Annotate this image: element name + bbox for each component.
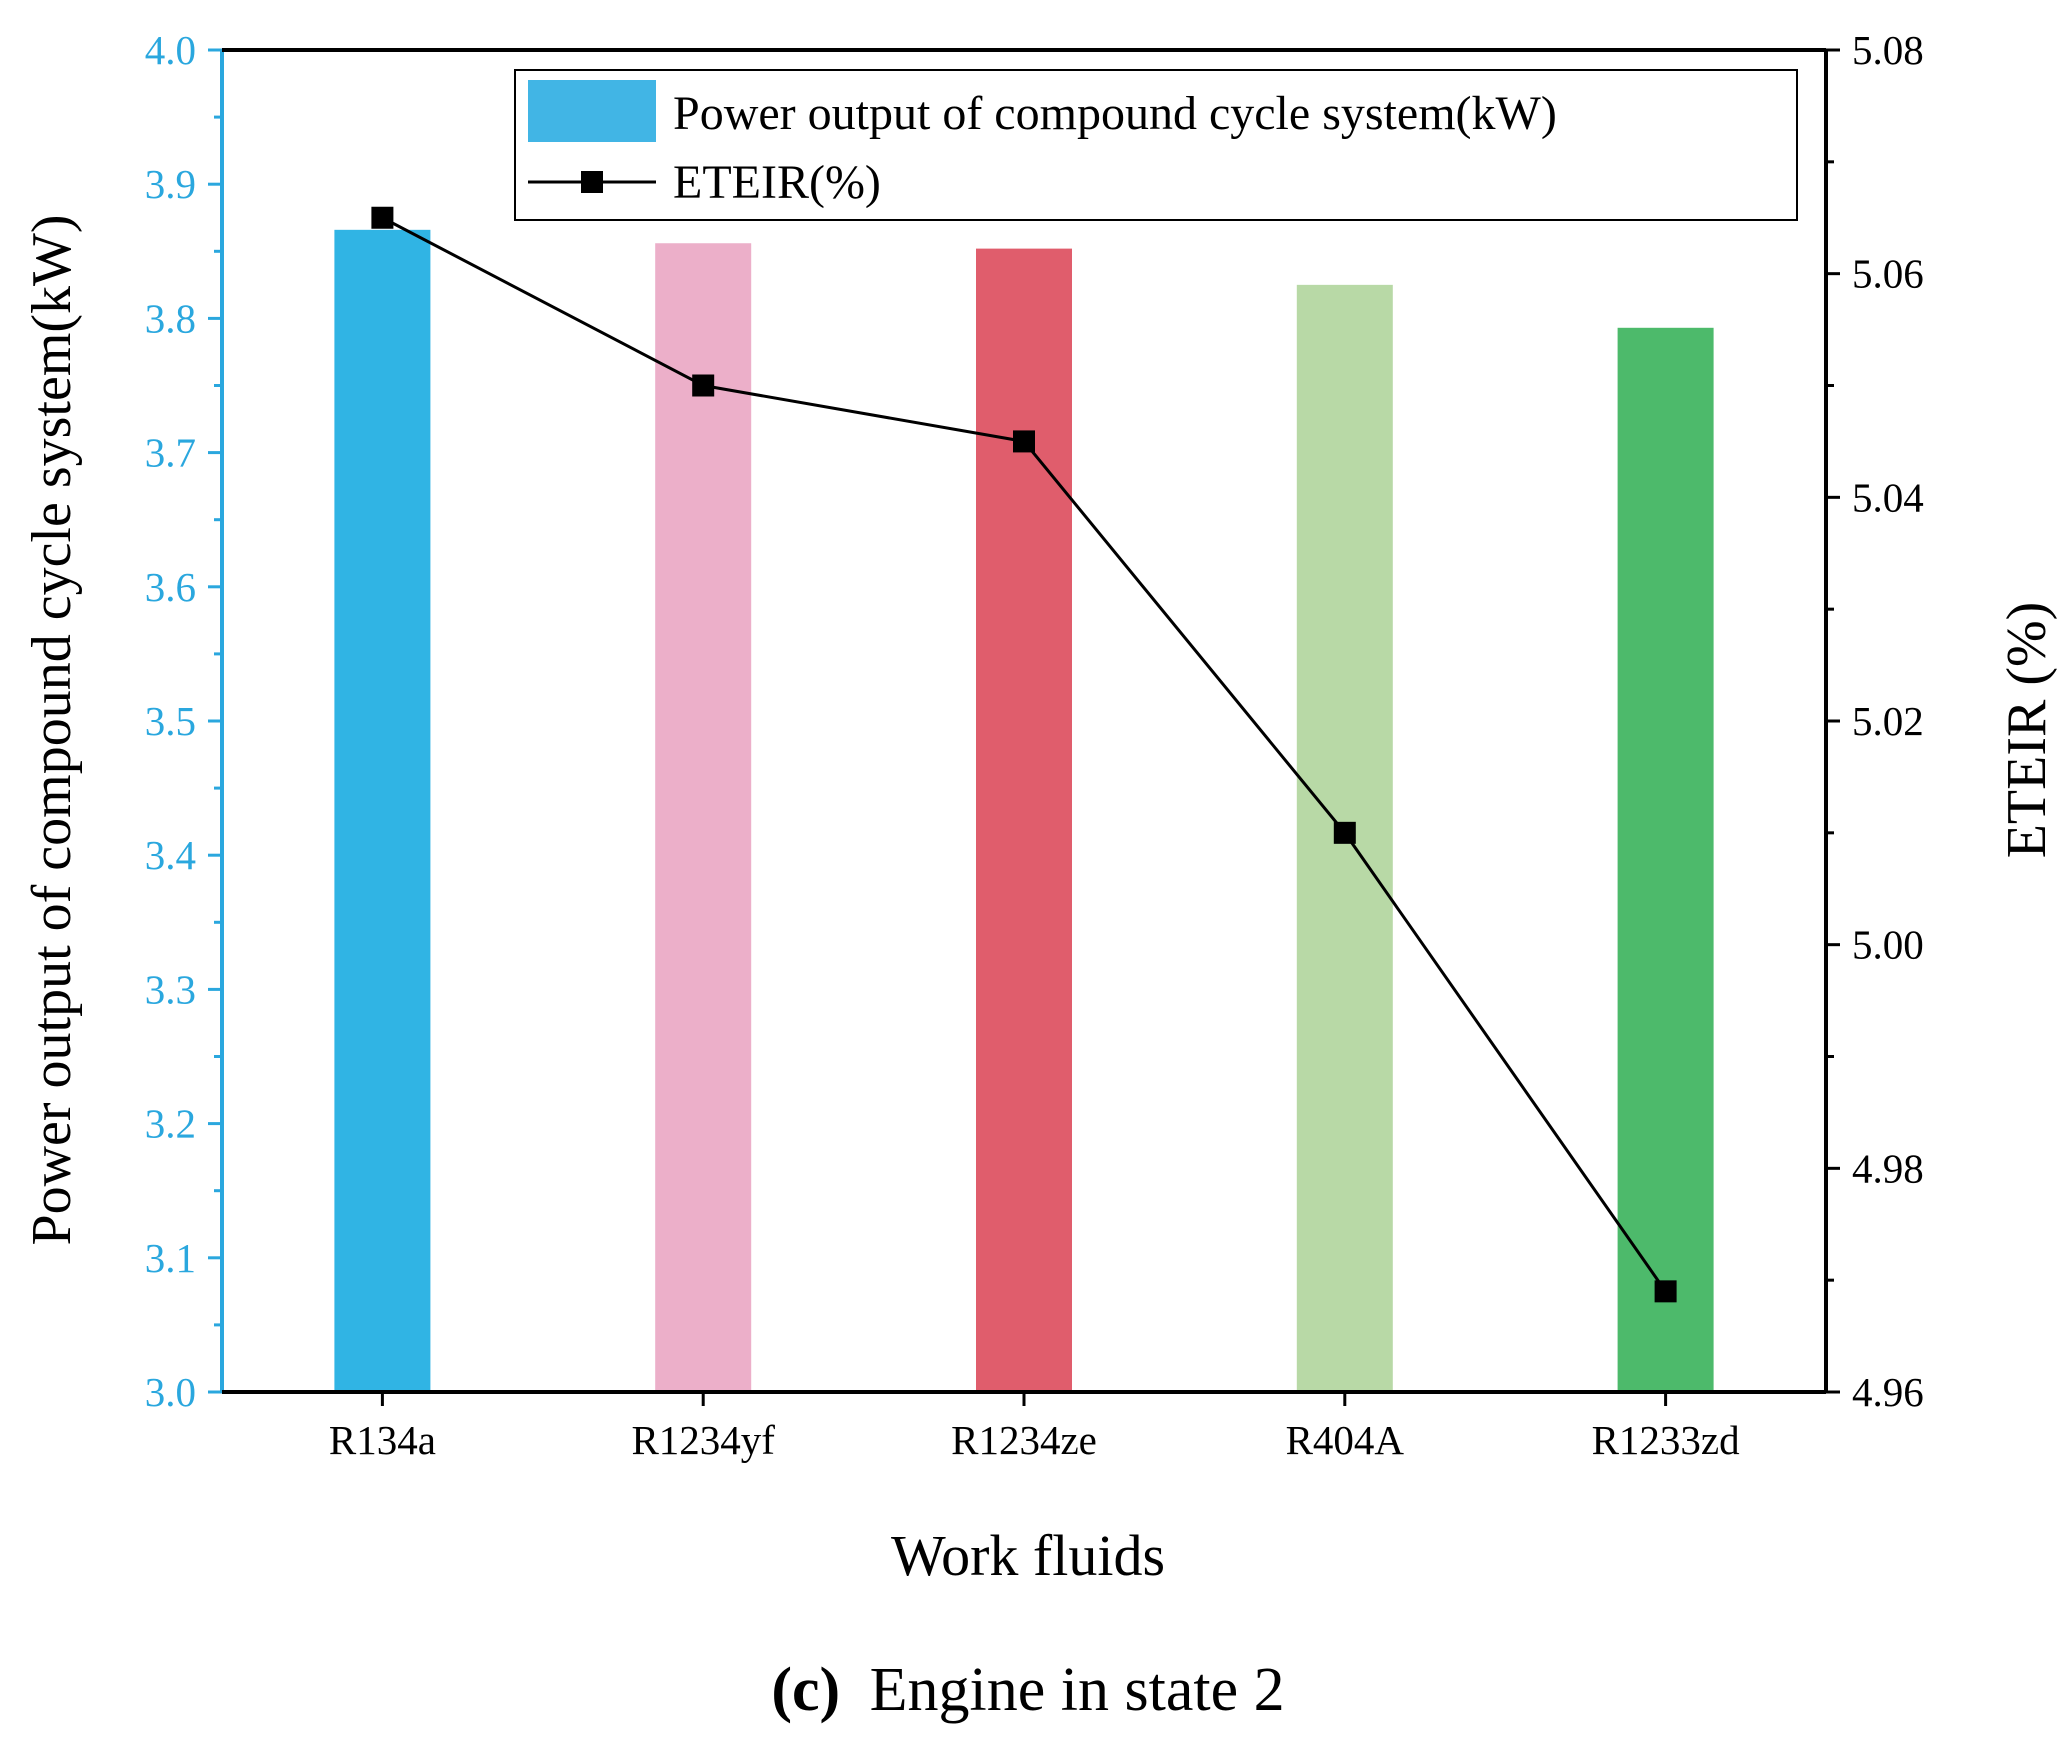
x-tick-label: R1234yf — [631, 1417, 775, 1463]
eteir-marker-R1234ze — [1013, 430, 1035, 453]
svg-text:(c) Engine in state 2: (c) Engine in state 2 — [771, 1656, 1284, 1724]
caption-label: (c) — [771, 1656, 840, 1724]
right-tick-label: 5.04 — [1852, 474, 1924, 520]
x-axis-ticks: R134a R1234yf R1234ze R404A R1233zd — [329, 1392, 1740, 1463]
legend-entry-line: ETEIR(%) — [673, 156, 881, 209]
eteir-marker-R1233zd — [1654, 1280, 1677, 1303]
legend: Power output of compound cycle system(kW… — [514, 69, 1798, 221]
figure-caption: (c) Engine in state 2 — [771, 1656, 1284, 1724]
eteir-line-series — [371, 206, 1677, 1303]
eteir-marker-R404A — [1333, 821, 1356, 844]
left-axis-title: Power output of compound cycle system(kW… — [21, 214, 83, 1245]
left-tick-label: 3.7 — [145, 430, 196, 476]
left-tick-label: 3.0 — [145, 1369, 196, 1415]
bar-R1234ze — [976, 248, 1072, 1393]
right-tick-label: 5.02 — [1852, 698, 1924, 744]
left-tick-label: 3.9 — [145, 161, 196, 207]
right-tick-label: 5.08 — [1852, 27, 1924, 73]
eteir-marker-R1234yf — [692, 374, 715, 397]
bar-series — [334, 229, 1714, 1393]
right-tick-label: 4.96 — [1852, 1369, 1924, 1415]
right-tick-label: 5.00 — [1852, 922, 1924, 968]
x-tick-label: R404A — [1286, 1417, 1405, 1463]
left-tick-label: 3.4 — [145, 832, 196, 878]
bar-R1233zd — [1617, 327, 1714, 1393]
x-tick-label: R1233zd — [1592, 1417, 1740, 1463]
legend-entry-bar: Power output of compound cycle system(kW… — [673, 87, 1557, 140]
left-tick-label: 3.1 — [145, 1235, 196, 1281]
left-tick-label: 4.0 — [145, 27, 196, 73]
left-tick-label: 3.8 — [145, 295, 196, 341]
right-axis-title: ETEIR (%) — [1996, 602, 2058, 859]
legend-square-marker — [581, 171, 603, 193]
legend-bar-swatch — [528, 80, 656, 142]
right-tick-label: 5.06 — [1852, 251, 1924, 297]
caption-text: Engine in state 2 — [870, 1656, 1285, 1724]
x-tick-label: R134a — [329, 1417, 436, 1463]
x-axis-title: Work fluids — [891, 1523, 1165, 1588]
legend-box — [514, 69, 1798, 221]
left-tick-label: 3.6 — [145, 564, 196, 610]
x-tick-label: R1234ze — [951, 1417, 1097, 1463]
left-tick-label: 3.5 — [145, 698, 196, 744]
right-tick-label: 4.98 — [1852, 1145, 1924, 1191]
left-tick-label: 3.3 — [145, 966, 196, 1012]
bar-R1234yf — [655, 243, 752, 1392]
bar-R134a — [334, 229, 431, 1392]
left-tick-label: 3.2 — [145, 1101, 196, 1147]
right-axis-ticks: 4.96 4.98 5.00 5.02 5.04 5.06 5.08 — [1826, 27, 1924, 1415]
eteir-marker-R134a — [371, 206, 394, 229]
left-axis-ticks: 3.0 3.1 3.2 3.3 3.4 3.5 3.6 3.7 3.8 3.9 4.0 — [145, 27, 222, 1415]
